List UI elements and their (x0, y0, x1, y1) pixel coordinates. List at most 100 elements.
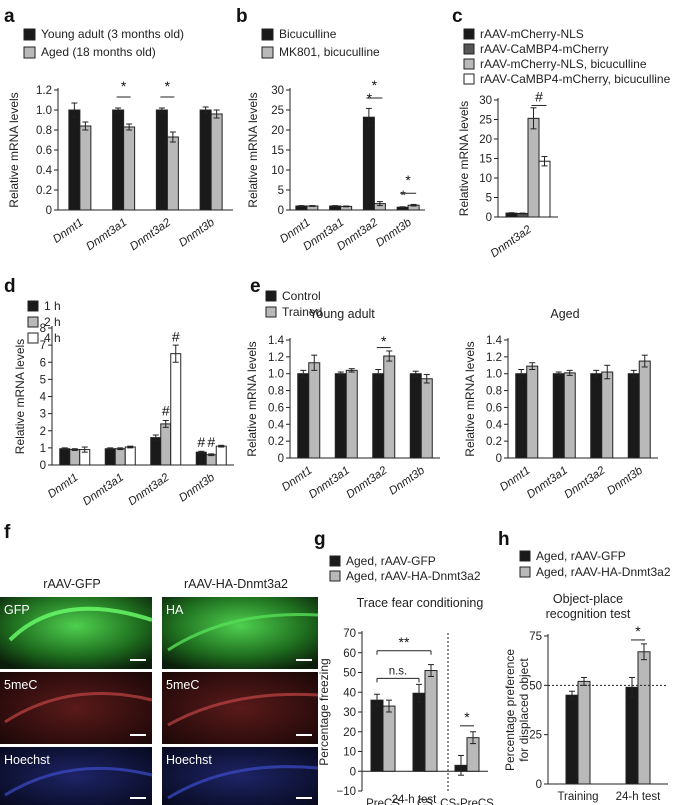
bar (409, 373, 422, 459)
significance-marker: * (381, 333, 387, 349)
category-label: Dnmt3a2 (128, 216, 174, 253)
bar (370, 699, 384, 772)
significance-marker: * (464, 709, 470, 725)
legend-swatch (463, 58, 475, 70)
y-tick-label: 8 (40, 323, 46, 335)
category-label: Training (557, 791, 598, 803)
category-label: Dnmt3a2 (344, 464, 390, 501)
legend-label: 2 h (44, 315, 61, 329)
legend-label: Control (282, 289, 321, 303)
legend-swatch (329, 555, 341, 567)
category-label: PreCS (366, 798, 400, 805)
significance-marker: * (121, 78, 127, 94)
y-tick-label: 25 (271, 105, 284, 117)
micrograph-hoechst-right-band (167, 765, 319, 800)
bar (638, 360, 651, 459)
legend-label: rAAV-CaMBP4-mCherry, bicuculline (480, 72, 671, 86)
y-axis-label: Relative mRNA levels (246, 92, 260, 207)
bar (577, 680, 591, 785)
y-tick-label: 1.2 (36, 85, 52, 97)
y-tick-label: 20 (271, 125, 284, 137)
category-label: CS (417, 798, 433, 805)
bar (114, 448, 126, 466)
y-tick-label: 0 (496, 453, 502, 465)
panel-label-f: f (4, 522, 11, 543)
legend-swatch (463, 43, 475, 55)
y-tick-label: 50 (529, 680, 542, 692)
category-label: Dnmt1 (46, 472, 81, 501)
bar (104, 448, 116, 466)
micrograph-5mec-left-band (4, 692, 153, 724)
bar (79, 125, 92, 211)
panel-label-c: c (452, 6, 463, 27)
y-axis-label: Relative mRNA levels (245, 341, 259, 456)
y-tick-label: 1.4 (268, 335, 285, 347)
legend-label: MK801, bicuculline (279, 45, 380, 59)
micrograph-title-left: rAAV-GFP (43, 577, 100, 591)
y-tick-label: 5 (278, 185, 284, 197)
y-tick-label: 4 (40, 392, 47, 404)
y-tick-label: 0.4 (268, 419, 285, 431)
category-label: 24-h test (616, 791, 662, 803)
y-tick-label: 0 (278, 453, 284, 465)
y-tick-label: 25 (479, 115, 492, 127)
bar (538, 160, 551, 218)
legend-swatch (329, 570, 341, 582)
y-tick-label: 0.8 (36, 125, 52, 137)
bar (69, 449, 81, 466)
bar (160, 423, 172, 466)
legend-label: Aged, rAAV-GFP (536, 549, 626, 563)
significance-marker: # (172, 329, 180, 345)
micrograph-panel-f: rAAV-GFP rAAV-HA-Dnmt3a2 GFP 5meC Hoechs… (0, 577, 319, 805)
bar (170, 353, 182, 466)
y-tick-label: 0.2 (36, 185, 52, 197)
y-tick-label: 6 (40, 357, 46, 369)
significance-marker: * (165, 78, 171, 94)
significance-marker: * (400, 187, 406, 203)
y-tick-label: 20 (479, 134, 492, 146)
category-label: Dnmt3b (605, 464, 645, 497)
legend-label: Bicuculline (279, 27, 337, 41)
micrograph-5mec-right-band (167, 692, 319, 727)
bar (527, 117, 540, 218)
bar (552, 373, 565, 459)
y-tick-label: 0.8 (268, 386, 284, 398)
bar (334, 373, 347, 459)
bar (150, 437, 162, 466)
bar (383, 355, 396, 459)
category-label: Dnmt3a1 (307, 465, 352, 502)
micrograph-ha-band (167, 612, 319, 652)
legend-swatch (265, 306, 277, 318)
y-tick-label: 40 (343, 687, 356, 699)
bar (215, 445, 227, 466)
legend-swatch (23, 28, 36, 41)
micrograph-hoechst-left-band (4, 766, 153, 797)
category-label: Dnmt3b (387, 464, 427, 497)
bar (166, 136, 179, 211)
y-axis-label: Relative mRNA levels (463, 341, 477, 456)
significance-marker: # (535, 89, 543, 105)
bar (362, 116, 375, 211)
bar (210, 113, 223, 211)
significance-marker: * (372, 77, 378, 93)
y-axis-label: Relative mRNA levels (7, 92, 21, 207)
y-tick-label: 0 (536, 779, 542, 791)
category-label: CS-PreCS (440, 798, 494, 805)
y-tick-label: 15 (479, 154, 492, 166)
bar (627, 373, 640, 459)
bar (123, 126, 136, 211)
y-axis-label: Relative mRNA levels (13, 339, 27, 454)
legend-label: Aged, rAAV-HA-Dnmt3a2 (346, 569, 481, 583)
panel-label-h: h (498, 529, 510, 550)
bar (382, 705, 396, 772)
bar (601, 371, 614, 459)
y-tick-label: 1.2 (486, 352, 502, 364)
y-tick-label: 15 (271, 145, 284, 157)
y-tick-label: 0 (486, 212, 492, 224)
legend-swatch (261, 46, 274, 59)
legend-label: rAAV-CaMBP4-mCherry (480, 42, 608, 56)
legend-label: rAAV-mCherry-NLS (480, 27, 584, 41)
y-tick-label: 0.4 (36, 165, 53, 177)
micrograph-5mec-left (0, 672, 152, 744)
